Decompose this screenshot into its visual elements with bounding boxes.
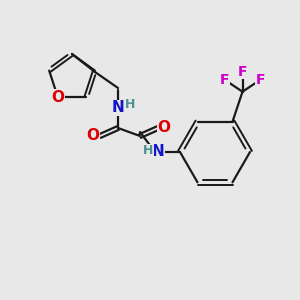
Text: F: F	[256, 73, 265, 87]
Text: O: O	[86, 128, 100, 143]
Text: H: H	[125, 98, 135, 112]
Text: H: H	[143, 145, 153, 158]
Text: F: F	[238, 65, 247, 79]
Text: F: F	[220, 73, 229, 87]
Text: N: N	[152, 145, 164, 160]
Text: O: O	[51, 90, 64, 105]
Text: O: O	[158, 121, 170, 136]
Text: N: N	[112, 100, 124, 116]
